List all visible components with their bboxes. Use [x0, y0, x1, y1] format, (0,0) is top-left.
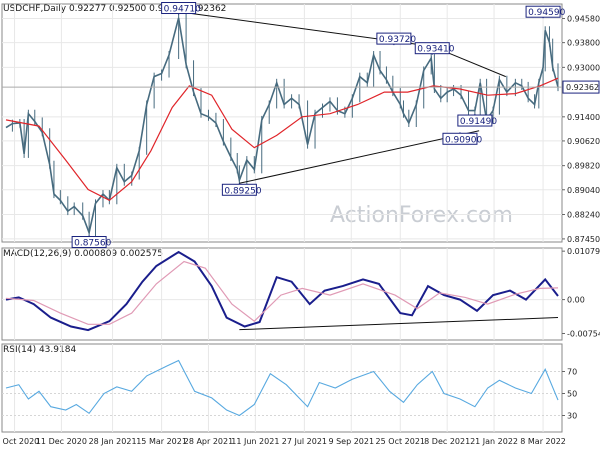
panel-frame-2 — [1, 343, 563, 433]
annotation-box — [457, 114, 493, 127]
price-trendline — [239, 130, 480, 184]
price-y-tick-label: 0.93000 — [567, 63, 600, 72]
x-tick-label: 15 Mar 2021 — [136, 437, 187, 446]
annotation-label: 0.90900 — [445, 135, 482, 145]
annotation-label: 0.87560 — [74, 239, 111, 249]
macd-signal-line — [5, 260, 559, 325]
macd-line — [5, 250, 559, 332]
current-price-label: 0.92362 — [566, 83, 599, 92]
annotation-box — [161, 2, 197, 15]
price-y-tick-label: 0.89040 — [567, 186, 600, 195]
macd-y-tick-label: 0.00 — [567, 296, 585, 305]
rsi-panel-title: RSI(14) 43.9184 — [3, 345, 76, 355]
annotation-box — [221, 183, 257, 196]
x-tick-label: 27 Jul 2021 — [282, 437, 327, 446]
x-tick-label: 8 Mar 2022 — [520, 437, 566, 446]
annotation-box — [525, 5, 561, 18]
watermark: ActionForex.com — [330, 203, 513, 228]
annotation-label: 0.91490 — [460, 117, 497, 127]
annotation-box — [71, 236, 107, 249]
price-y-tick-label: 0.89820 — [567, 162, 600, 171]
rsi-y-tick-label: 70 — [567, 368, 577, 377]
macd-panel-title: MACD(12,26,9) 0.000809 0.002575 — [3, 249, 163, 259]
current-price-tag — [562, 80, 600, 94]
price-y-tick-label: 0.90620 — [567, 137, 600, 146]
x-tick-label: 11 Dec 2020 — [36, 437, 87, 446]
macd-trendline — [239, 317, 559, 331]
panel-frame-1 — [1, 247, 563, 341]
rsi-line — [5, 359, 559, 417]
annotation-label: 0.89250 — [224, 186, 261, 196]
annotation-box — [442, 132, 478, 145]
annotation-box — [414, 42, 450, 55]
panel-frame-0 — [1, 3, 563, 243]
annotation-label: 0.94710 — [164, 5, 201, 15]
price-series — [5, 17, 559, 236]
macd-y-tick-label: -0.007548 — [567, 329, 600, 338]
x-tick-label: 11 Jun 2021 — [231, 437, 279, 446]
price-panel-title: USDCHF,Daily 0.92277 0.92500 0.92217 0.9… — [3, 4, 226, 14]
x-tick-label: 8 Dec 2021 — [424, 437, 470, 446]
x-tick-label: 28 Oct 2020 — [0, 437, 39, 446]
annotation-label: 0.93720 — [379, 35, 416, 45]
annotation-label: 0.93410 — [417, 45, 454, 55]
price-y-tick-label: 0.94580 — [567, 15, 600, 24]
price-y-tick-label: 0.87450 — [567, 235, 600, 244]
x-tick-label: 21 Jan 2022 — [470, 437, 518, 446]
x-tick-label: 28 Apr 2021 — [184, 437, 233, 446]
price-y-tick-label: 0.93800 — [567, 39, 600, 48]
price-y-tick-label: 0.88240 — [567, 210, 600, 219]
x-tick-label: 28 Jan 2021 — [89, 437, 137, 446]
x-tick-label: 25 Oct 2021 — [376, 437, 425, 446]
x-tick-label: 9 Sep 2021 — [328, 437, 374, 446]
rsi-y-tick-label: 50 — [567, 390, 577, 399]
macd-y-tick-label: 0.010797 — [567, 247, 600, 256]
rsi-y-tick-label: 30 — [567, 412, 577, 421]
price-y-tick-label: 0.91400 — [567, 113, 600, 122]
moving-average-line — [5, 77, 559, 202]
annotation-label: 0.94590 — [528, 8, 565, 18]
annotation-box — [376, 32, 412, 45]
